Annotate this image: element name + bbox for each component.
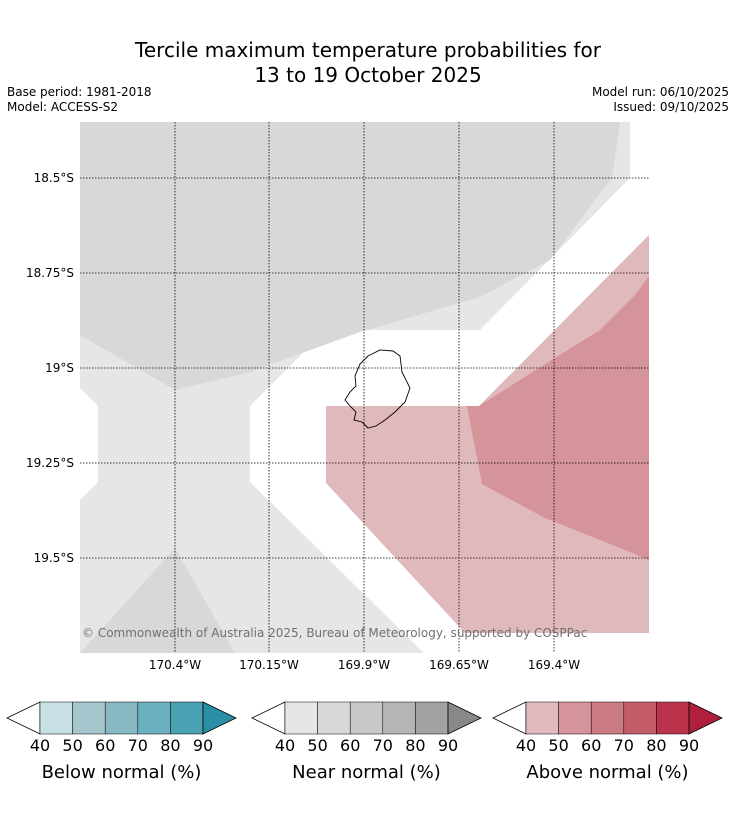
colorbar-title: Above normal (%) [526, 762, 688, 783]
colorbar-tick-label: 90 [438, 736, 458, 755]
colorbar-tick-label: 80 [646, 736, 666, 755]
near-normal-dark-region [80, 122, 620, 390]
colorbar-below-normal: 40 50 60 70 80 90 Below normal (%) [6, 701, 237, 783]
colorbar-tick-label: 40 [516, 736, 536, 755]
lat-label: 18.5°S [34, 171, 74, 185]
title-line-1: Tercile maximum temperature probabilitie… [135, 38, 601, 62]
lat-label: 19.25°S [26, 456, 74, 470]
colorbar-cell [137, 701, 171, 735]
colorbar-cell [558, 701, 592, 735]
colorbar-title: Near normal (%) [292, 762, 441, 783]
colorbar-title: Below normal (%) [42, 762, 202, 783]
title-line-2: 13 to 19 October 2025 [254, 63, 482, 87]
colorbar-tick-label: 40 [275, 736, 295, 755]
left-notch [80, 388, 98, 500]
colorbar-tick-label: 60 [581, 736, 601, 755]
colorbar-max-arrow [688, 701, 723, 735]
lon-label: 169.65°W [429, 658, 489, 672]
colorbar-ticks: 40 50 60 70 80 90 [516, 736, 699, 755]
niue-island-outline [344, 349, 411, 429]
colorbar-above-normal: 40 50 60 70 80 90 Above normal (%) [492, 701, 723, 783]
map-title: Tercile maximum temperature probabilitie… [0, 38, 736, 88]
near-normal-dark-region-south [80, 548, 235, 653]
colorbar-min-arrow [492, 701, 527, 735]
colorbar-tick-label: 60 [340, 736, 360, 755]
lon-label: 169.4°W [528, 658, 580, 672]
colorbar-tick-label: 70 [128, 736, 148, 755]
colorbar-min-arrow [251, 701, 286, 735]
colorbar-tick-label: 90 [193, 736, 213, 755]
above-normal-dark-region [467, 276, 649, 560]
colorbar-tick-label: 70 [373, 736, 393, 755]
colorbar-ticks: 40 50 60 70 80 90 [275, 736, 458, 755]
copyright-notice: © Commonwealth of Australia 2025, Bureau… [82, 626, 588, 640]
colorbar-max-arrow [202, 701, 237, 735]
map-panel [80, 122, 649, 653]
colorbar-max-arrow [447, 701, 482, 735]
lat-labels: 18.5°S 18.75°S 19°S 19.25°S 19.5°S [26, 171, 74, 565]
lon-label: 169.9°W [338, 658, 390, 672]
colorbar-tick-label: 70 [614, 736, 634, 755]
colorbar-cell [39, 701, 73, 735]
colorbar-cell [104, 701, 139, 735]
colorbar-tick-label: 50 [548, 736, 568, 755]
colorbar-cell [656, 701, 690, 735]
lon-label: 170.15°W [239, 658, 299, 672]
colorbar-ticks: 40 50 60 70 80 90 [30, 736, 213, 755]
graticule [80, 122, 649, 653]
colorbar-cell [284, 701, 318, 735]
model-name: Model: ACCESS-S2 [7, 100, 119, 114]
colorbar-cell [317, 701, 351, 735]
issued-date: Issued: 09/10/2025 [613, 100, 729, 114]
colorbar-min-arrow [6, 701, 41, 735]
lon-label: 170.4°W [149, 658, 201, 672]
colorbar-cell [382, 701, 416, 735]
colorbar-cells [284, 701, 449, 735]
colorbar-near-normal: 40 50 60 70 80 90 Near normal (%) [251, 701, 482, 783]
lat-label: 19°S [45, 361, 74, 375]
colorbar-cell [623, 701, 657, 735]
colorbar-cell [525, 701, 559, 735]
colorbar-tick-label: 60 [95, 736, 115, 755]
colorbar-tick-label: 80 [160, 736, 180, 755]
colorbar-tick-label: 90 [679, 736, 699, 755]
colorbar-cell [590, 701, 625, 735]
colorbar-tick-label: 50 [62, 736, 82, 755]
colorbar-cell [415, 701, 449, 735]
lat-label: 19.5°S [34, 551, 74, 565]
lat-label: 18.75°S [26, 266, 74, 280]
colorbar-cell [170, 701, 204, 735]
meta-left: Base period: 1981-2018 Model: ACCESS-S2 [7, 85, 152, 115]
base-period: Base period: 1981-2018 [7, 85, 152, 99]
meta-right: Model run: 06/10/2025 Issued: 09/10/2025 [592, 85, 729, 115]
colorbar-cells [39, 701, 204, 735]
lon-labels: 170.4°W 170.15°W 169.9°W 169.65°W 169.4°… [149, 658, 580, 672]
colorbar-cell [349, 701, 384, 735]
colorbar-tick-label: 80 [405, 736, 425, 755]
colorbar-tick-label: 40 [30, 736, 50, 755]
colorbar-cell [72, 701, 106, 735]
colorbar-cells [525, 701, 690, 735]
model-run: Model run: 06/10/2025 [591, 85, 729, 99]
colorbar-tick-label: 50 [307, 736, 327, 755]
